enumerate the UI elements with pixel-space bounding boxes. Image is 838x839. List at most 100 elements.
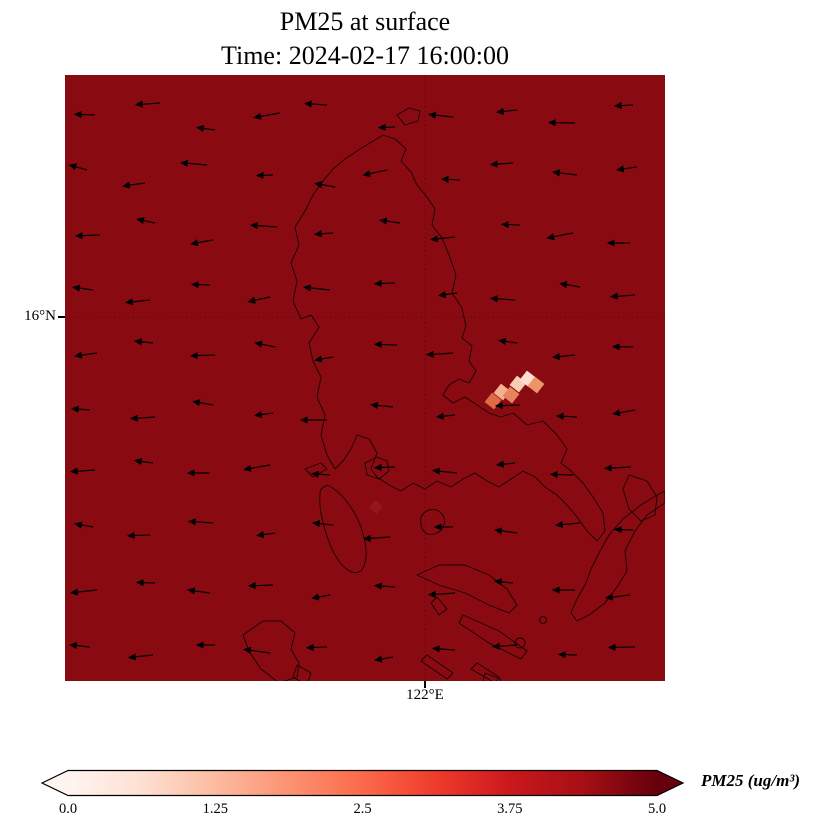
map-overlay-svg: [65, 75, 665, 681]
wind-quiver-arrows: [68, 100, 638, 663]
map-panel: [65, 75, 665, 681]
coastline-islet-2: [539, 616, 547, 624]
wind-arrow: [69, 588, 98, 596]
wind-arrow: [68, 163, 88, 171]
wind-arrow: [435, 412, 456, 420]
wind-arrow: [195, 124, 216, 132]
wind-arrow: [126, 531, 151, 540]
wind-arrow: [74, 521, 94, 529]
wind-arrow: [311, 593, 331, 601]
wind-arrow: [497, 337, 518, 345]
wind-arrow: [613, 526, 634, 534]
coastline-lubang: [304, 462, 328, 478]
wind-arrow: [314, 355, 334, 363]
wind-arrow: [313, 230, 334, 238]
wind-arrow: [133, 338, 154, 346]
wind-arrow: [555, 412, 578, 420]
plot-title: PM25 at surface: [279, 7, 451, 36]
pm25-low-anomaly-cells: [368, 370, 545, 515]
wind-arrow: [616, 165, 638, 173]
wind-arrow: [373, 279, 396, 288]
wind-arrow: [247, 582, 274, 590]
wind-arrow: [489, 160, 514, 168]
coastline-cebu-strip: [420, 654, 454, 680]
wind-arrow: [431, 645, 456, 653]
wind-arrow: [609, 292, 636, 300]
wind-arrow: [377, 123, 396, 131]
wind-arrow: [74, 351, 98, 359]
pm25-low-cell: [368, 499, 384, 515]
wind-arrow: [495, 460, 516, 468]
wind-arrow: [604, 593, 631, 601]
plot-subtitle: Time: 2024-02-17 16:00:00: [221, 41, 509, 70]
coastline-mindoro: [319, 484, 367, 573]
wind-arrow: [243, 646, 271, 654]
coastline-island-strip-1: [458, 614, 528, 660]
wind-arrow: [549, 470, 574, 479]
wind-arrow: [253, 411, 274, 419]
wind-arrow: [362, 169, 388, 178]
wind-arrow: [305, 643, 328, 652]
wind-arrow: [429, 235, 456, 243]
wind-arrow: [302, 284, 331, 292]
coastline-strip-2: [470, 662, 500, 681]
wind-arrow: [494, 527, 518, 535]
coastline-marinduque: [420, 509, 445, 535]
wind-arrow: [613, 102, 634, 110]
wind-arrow: [135, 579, 156, 587]
colorbar-tick-labels: 0.0 1.25 2.5 3.75 5.0: [40, 801, 685, 821]
coastline-north-island: [396, 107, 421, 126]
wind-arrow: [489, 295, 516, 303]
lat-tick-mark: [58, 316, 65, 318]
wind-arrow: [373, 340, 398, 349]
wind-arrow: [247, 296, 271, 304]
wind-arrow: [425, 350, 454, 358]
wind-arrow: [73, 110, 96, 119]
coastline-panay: [242, 620, 300, 681]
wind-arrow: [491, 642, 518, 650]
wind-arrow: [495, 107, 518, 115]
colorbar-tick: 0.0: [58, 801, 78, 817]
wind-arrow: [254, 340, 276, 348]
wind-arrow: [249, 222, 278, 230]
wind-arrow: [136, 217, 156, 225]
wind-arrow: [379, 217, 401, 225]
colorbar-tick: 2.5: [353, 801, 372, 817]
wind-arrow: [557, 651, 578, 659]
wind-arrow: [69, 467, 96, 475]
wind-arrow: [190, 239, 214, 247]
colorbar-tick: 5.0: [647, 801, 667, 817]
wind-arrow: [253, 112, 281, 120]
wind-arrow: [255, 531, 276, 539]
lat-tick-label: 16°N: [24, 308, 56, 324]
wind-arrow: [122, 181, 146, 189]
wind-arrow: [603, 464, 632, 472]
wind-arrow: [437, 291, 458, 299]
wind-arrow: [612, 409, 636, 417]
wind-arrow: [374, 655, 394, 663]
wind-arrow: [72, 284, 94, 292]
wind-arrow: [559, 281, 581, 289]
wind-arrow: [134, 100, 161, 108]
wind-arrow: [74, 232, 101, 240]
wind-arrow: [500, 221, 521, 229]
wind-arrow: [362, 534, 391, 542]
wind-arrow: [187, 518, 214, 526]
colorbar: [40, 769, 685, 797]
wind-arrow: [187, 587, 211, 595]
wind-arrow: [373, 463, 396, 472]
colorbar-label: PM25 (ug/m³): [701, 771, 801, 790]
wind-arrow: [255, 171, 274, 179]
wind-arrow: [551, 169, 578, 177]
gridlines: [65, 75, 665, 681]
lon-tick-mark: [424, 681, 426, 688]
wind-arrow: [133, 457, 154, 465]
coastlines: [242, 107, 665, 681]
wind-arrow: [189, 352, 216, 360]
wind-arrow: [179, 159, 208, 167]
wind-arrow: [243, 464, 271, 472]
wind-arrow: [494, 402, 521, 410]
coastline-lake-laguna: [364, 456, 390, 480]
wind-arrow: [554, 520, 581, 529]
